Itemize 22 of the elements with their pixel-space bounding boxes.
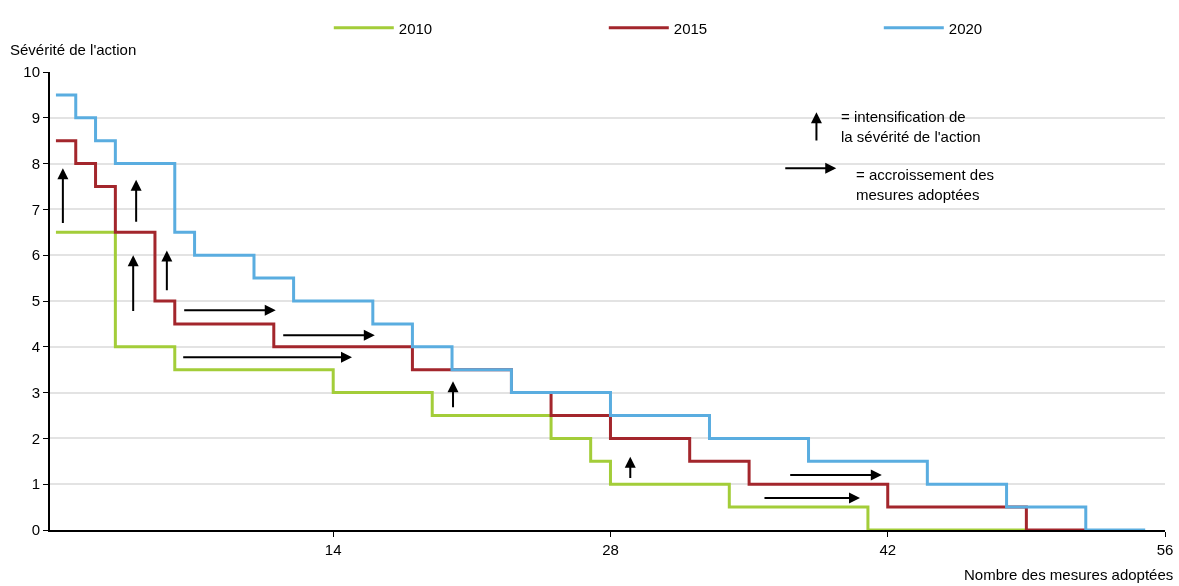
y-tick-label: 9 xyxy=(31,109,40,127)
y-tick-label: 5 xyxy=(31,292,40,310)
y-tick-label: 6 xyxy=(31,246,40,264)
annotation: = intensification de la sévérité de l'action xyxy=(841,108,981,145)
x-tick-label: 28 xyxy=(602,541,619,558)
y-tick-label: 10 xyxy=(23,63,40,81)
y-tick-label: 7 xyxy=(31,200,40,218)
y-axis-title: Sévérité de l'action xyxy=(10,41,137,58)
x-tick-label: 56 xyxy=(1156,541,1174,558)
legend-label: 2010 xyxy=(398,19,433,37)
legend-label: 2020 xyxy=(948,19,983,37)
legend-label: 2015 xyxy=(673,19,708,37)
x-tick-label: 42 xyxy=(879,541,897,558)
y-tick-label: 0 xyxy=(31,521,40,539)
y-tick-label: 8 xyxy=(31,154,40,172)
x-tick-label: 14 xyxy=(324,541,342,558)
annotation: = accroissement des mesures adoptées xyxy=(856,166,994,203)
x-axis-title: Nombre des mesures adoptées xyxy=(964,566,1174,583)
y-tick-label: 3 xyxy=(31,383,40,401)
y-tick-label: 1 xyxy=(31,475,40,493)
y-tick-label: 2 xyxy=(31,429,40,447)
y-tick-label: 4 xyxy=(31,338,40,356)
